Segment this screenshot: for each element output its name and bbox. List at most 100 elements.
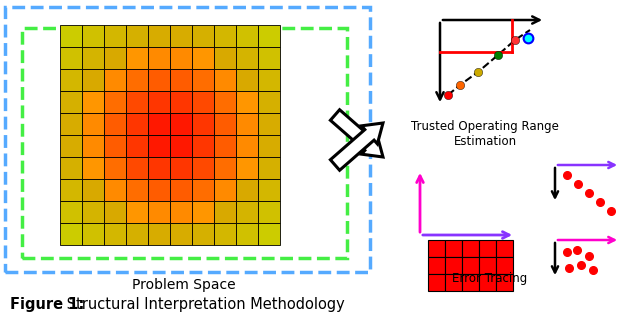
Bar [126,69,148,91]
Bar [60,25,82,47]
Bar [214,91,236,113]
Bar [258,223,280,245]
Bar [236,179,258,201]
FancyArrow shape [330,110,383,157]
Bar [214,223,236,245]
Bar [126,223,148,245]
Bar [236,25,258,47]
Bar [258,113,280,135]
Bar [104,201,126,223]
Bar [148,201,170,223]
Bar [258,157,280,179]
Bar [192,223,214,245]
Bar [214,157,236,179]
Bar [82,179,104,201]
Bar [148,157,170,179]
Bar [258,47,280,69]
Bar [126,91,148,113]
Bar [126,201,148,223]
Bar [170,201,192,223]
Bar [192,91,214,113]
Bar [214,25,236,47]
Bar [214,201,236,223]
Bar [104,25,126,47]
Bar [82,69,104,91]
Bar [192,135,214,157]
Bar [148,179,170,201]
Bar [170,157,192,179]
Bar [258,135,280,157]
Bar [60,69,82,91]
Bar [104,179,126,201]
Bar [192,113,214,135]
Bar [170,69,192,91]
Bar [192,179,214,201]
Bar [236,135,258,157]
Text: Figure 1:: Figure 1: [10,298,84,312]
Bar [496,257,513,274]
Bar [148,91,170,113]
Bar [445,257,462,274]
Bar [258,25,280,47]
Text: Error Tracing: Error Tracing [452,272,527,285]
Bar [22,28,347,258]
Bar [214,113,236,135]
Bar [82,25,104,47]
Bar [104,113,126,135]
Text: Structural Interpretation Methodology: Structural Interpretation Methodology [62,298,345,312]
Bar [192,157,214,179]
Bar [148,69,170,91]
Bar [82,157,104,179]
Bar [236,47,258,69]
Bar [82,201,104,223]
Bar [82,91,104,113]
Bar [60,157,82,179]
Bar [236,201,258,223]
Bar [462,240,479,257]
Text: Trusted Operating Range
Estimation: Trusted Operating Range Estimation [411,120,559,148]
Bar [126,157,148,179]
Bar [214,179,236,201]
Text: Problem Space: Problem Space [132,278,236,292]
Bar [5,7,370,272]
Bar [104,157,126,179]
Bar [214,135,236,157]
Bar [236,113,258,135]
Bar [445,274,462,291]
Bar [104,223,126,245]
Bar [170,179,192,201]
Bar [258,69,280,91]
Bar [445,240,462,257]
Bar [192,201,214,223]
Bar [428,257,445,274]
Bar [60,91,82,113]
Bar [60,201,82,223]
Bar [60,47,82,69]
Bar [258,91,280,113]
Bar [126,179,148,201]
Bar [258,201,280,223]
Bar [60,179,82,201]
Bar [82,113,104,135]
Bar [170,91,192,113]
Bar [126,25,148,47]
Bar [479,257,496,274]
Bar [214,47,236,69]
Bar [104,91,126,113]
Bar [236,91,258,113]
Bar [236,69,258,91]
Bar [192,25,214,47]
Bar [496,274,513,291]
Bar [236,223,258,245]
Bar [148,113,170,135]
Bar [82,135,104,157]
Bar [214,69,236,91]
Bar [479,240,496,257]
Bar [170,113,192,135]
Bar [258,179,280,201]
Bar [126,47,148,69]
Bar [192,47,214,69]
Bar [170,25,192,47]
Bar [496,240,513,257]
Bar [82,47,104,69]
